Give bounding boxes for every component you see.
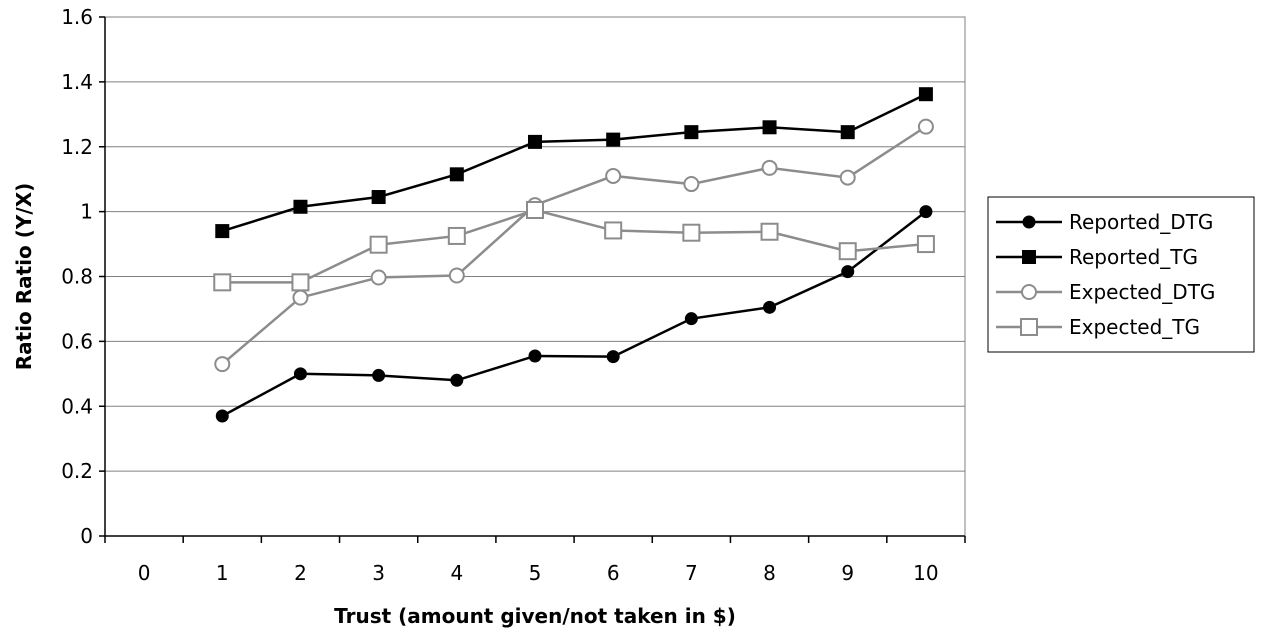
legend-label: Expected_DTG — [1069, 280, 1215, 304]
series-line-expected-tg — [222, 208, 927, 284]
data-point — [215, 224, 230, 239]
data-point — [606, 350, 620, 364]
y-tick-label: 1 — [80, 200, 93, 224]
data-point — [214, 356, 231, 373]
data-point — [760, 222, 779, 241]
series-line-reported-dtg — [221, 210, 927, 418]
y-tick-label: 0.2 — [61, 459, 93, 483]
data-point — [604, 221, 623, 240]
data-point — [918, 87, 933, 102]
data-point — [838, 242, 857, 261]
x-tick-label: 0 — [138, 561, 151, 585]
y-tick-label: 0.8 — [61, 265, 93, 289]
data-point — [372, 368, 386, 382]
data-point — [292, 289, 309, 306]
data-point — [369, 235, 388, 254]
data-point — [841, 265, 855, 279]
x-tick-label: 7 — [685, 561, 698, 585]
gridlines — [105, 16, 965, 472]
data-point — [684, 312, 698, 326]
legend-marker — [1022, 215, 1036, 229]
legend-label: Reported_DTG — [1069, 210, 1213, 234]
legend-marker — [1020, 318, 1038, 336]
y-tick-label: 1.2 — [61, 135, 93, 159]
data-point — [682, 223, 701, 242]
legend-item-expected-dtg: Expected_DTG — [996, 280, 1215, 304]
data-point — [291, 273, 310, 292]
series-line-expected-dtg — [221, 125, 927, 366]
legend-item-expected-tg: Expected_TG — [996, 315, 1200, 339]
data-point — [528, 349, 542, 363]
data-point — [450, 373, 464, 387]
y-tick-label: 1.4 — [61, 70, 93, 94]
data-point — [293, 199, 308, 214]
x-tick-label: 6 — [607, 561, 620, 585]
x-tick-label: 9 — [841, 561, 854, 585]
data-point — [526, 201, 544, 220]
y-tick-label: 1.6 — [61, 5, 93, 29]
data-point — [213, 273, 232, 292]
data-point — [293, 367, 307, 381]
x-tick-label: 4 — [450, 561, 463, 585]
data-point — [840, 125, 855, 140]
data-point — [684, 125, 699, 140]
data-point — [919, 205, 933, 219]
x-tick-label: 2 — [294, 561, 307, 585]
data-point — [606, 132, 621, 147]
legend-marker — [1021, 284, 1037, 300]
series-line-reported-tg — [221, 93, 927, 233]
x-tick-label: 8 — [763, 561, 776, 585]
legend-item-reported-dtg: Reported_DTG — [996, 210, 1213, 234]
data-point — [763, 300, 777, 314]
axes: 0 0.2 0.4 0.6 0.8 1 1.2 1.4 1.6 0 1 2 3 4 5 6 7 8 9 10 — [61, 5, 966, 585]
data-point — [683, 176, 700, 193]
data-point — [370, 269, 387, 286]
y-tick-label: 0 — [80, 524, 93, 548]
legend-item-reported-tg: Reported_TG — [996, 245, 1198, 269]
data-point — [528, 134, 542, 149]
x-axis-title: Trust (amount given/not taken in $) — [334, 604, 736, 628]
data-point — [839, 169, 856, 186]
series-reported-tg — [215, 87, 933, 239]
data-point — [761, 159, 778, 176]
x-tick-label: 1 — [216, 561, 229, 585]
y-tick-label: 0.4 — [61, 394, 93, 418]
data-point — [762, 120, 777, 135]
series-group — [213, 87, 935, 423]
legend-label: Expected_TG — [1069, 315, 1200, 339]
y-axis-title: Ratio Ratio (Y/X) — [12, 183, 36, 371]
x-tick-label: 10 — [913, 561, 938, 585]
data-point — [371, 190, 386, 205]
data-point — [917, 118, 934, 135]
x-tick-label: 3 — [372, 561, 385, 585]
legend: Reported_DTG Reported_TG Expected_DTG Expec… — [987, 196, 1255, 353]
x-tick-label: 5 — [529, 561, 542, 585]
series-reported-dtg — [215, 205, 933, 423]
data-point — [449, 167, 464, 182]
data-point — [215, 409, 229, 423]
data-point — [916, 235, 935, 254]
legend-marker — [1022, 250, 1036, 264]
legend-label: Reported_TG — [1069, 245, 1198, 269]
data-point — [447, 226, 466, 245]
y-tick-label: 0.6 — [61, 329, 93, 353]
data-point — [605, 167, 622, 184]
data-point — [448, 267, 465, 284]
series-expected-tg — [213, 201, 935, 292]
